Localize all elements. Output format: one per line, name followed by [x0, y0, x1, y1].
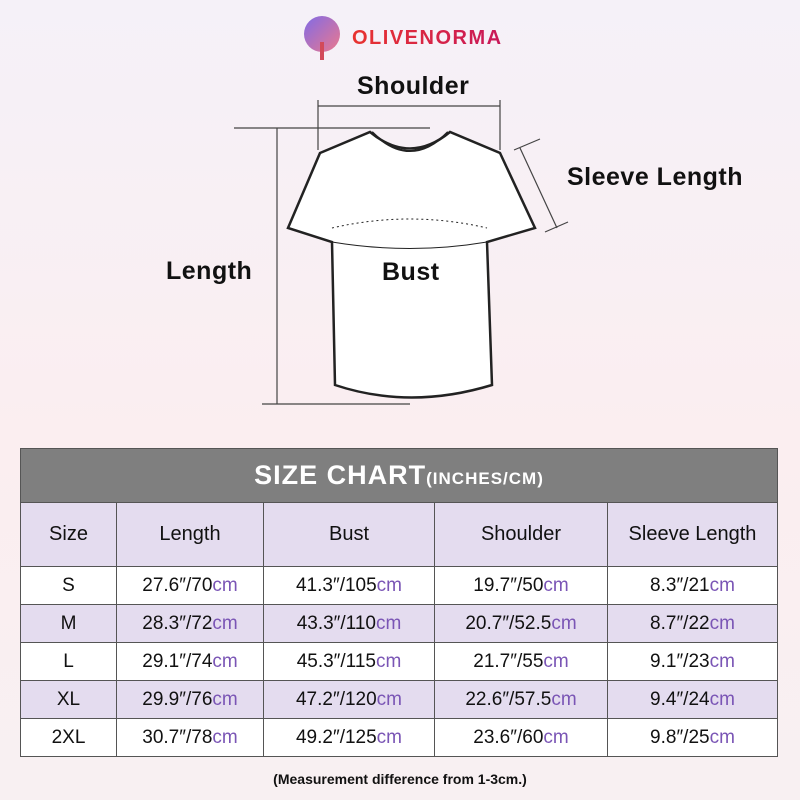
header-bust: Bust: [263, 502, 435, 567]
size-cell: XL: [20, 680, 117, 719]
table-row: M 28.3″/72cm 43.3″/110cm 20.7″/52.5cm 8.7″/2…: [20, 604, 778, 643]
brand-name: OLIVENORMA: [352, 26, 503, 49]
size-cell: 2XL: [20, 718, 117, 757]
length-label: Length: [166, 257, 253, 285]
size-cell: L: [20, 642, 117, 681]
bust-label: Bust: [382, 258, 440, 286]
header-size: Size: [20, 502, 117, 567]
size-cell: M: [20, 604, 117, 643]
table-row: 2XL 30.7″/78cm 49.2″/125cm 23.6″/60cm 9.8″/2…: [20, 718, 778, 757]
measurement-cell: 43.3″/110cm: [263, 604, 435, 643]
shoulder-label: Shoulder: [357, 72, 470, 100]
table-row: XL 29.9″/76cm 47.2″/120cm 22.6″/57.5cm 9.4″/…: [20, 680, 778, 719]
measurement-cell: 47.2″/120cm: [263, 680, 435, 719]
table-title: SIZE CHART(INCHES/CM): [20, 448, 778, 503]
measurement-cell: 28.3″/72cm: [116, 604, 264, 643]
measurement-cell: 45.3″/115cm: [263, 642, 435, 681]
tree-logo-icon: [304, 16, 340, 60]
measurement-cell: 41.3″/105cm: [263, 566, 435, 605]
size-cell: S: [20, 566, 117, 605]
sleeve-length-label: Sleeve Length: [567, 163, 743, 191]
header-row: Size Length Bust Shoulder Sleeve Length: [20, 502, 778, 567]
brand-logo: OLIVENORMA: [298, 12, 503, 64]
header-sleeve-length: Sleeve Length: [607, 502, 778, 567]
measurement-cell: 9.4″/24cm: [607, 680, 778, 719]
table-row: L 29.1″/74cm 45.3″/115cm 21.7″/55cm 9.1″/23c…: [20, 642, 778, 681]
measurement-cell: 21.7″/55cm: [434, 642, 608, 681]
tshirt-diagram: [234, 100, 569, 405]
table-row: S 27.6″/70cm 41.3″/105cm 19.7″/50cm 8.3″/21c…: [20, 566, 778, 605]
measurement-cell: 8.7″/22cm: [607, 604, 778, 643]
measurement-cell: 29.1″/74cm: [116, 642, 264, 681]
measurement-cell: 22.6″/57.5cm: [434, 680, 608, 719]
measurement-cell: 27.6″/70cm: [116, 566, 264, 605]
measurement-cell: 23.6″/60cm: [434, 718, 608, 757]
measurement-cell: 20.7″/52.5cm: [434, 604, 608, 643]
measurement-cell: 30.7″/78cm: [116, 718, 264, 757]
measurement-cell: 8.3″/21cm: [607, 566, 778, 605]
tshirt-outline: [286, 130, 537, 399]
header-length: Length: [116, 502, 264, 567]
measurement-cell: 19.7″/50cm: [434, 566, 608, 605]
size-chart-table: SIZE CHART(INCHES/CM) Size Length Bust S…: [20, 448, 778, 757]
header-shoulder: Shoulder: [434, 502, 608, 567]
measurement-note: (Measurement difference from 1-3cm.): [273, 771, 527, 787]
measurement-cell: 29.9″/76cm: [116, 680, 264, 719]
measurement-cell: 9.8″/25cm: [607, 718, 778, 757]
measurement-cell: 49.2″/125cm: [263, 718, 435, 757]
measurement-cell: 9.1″/23cm: [607, 642, 778, 681]
